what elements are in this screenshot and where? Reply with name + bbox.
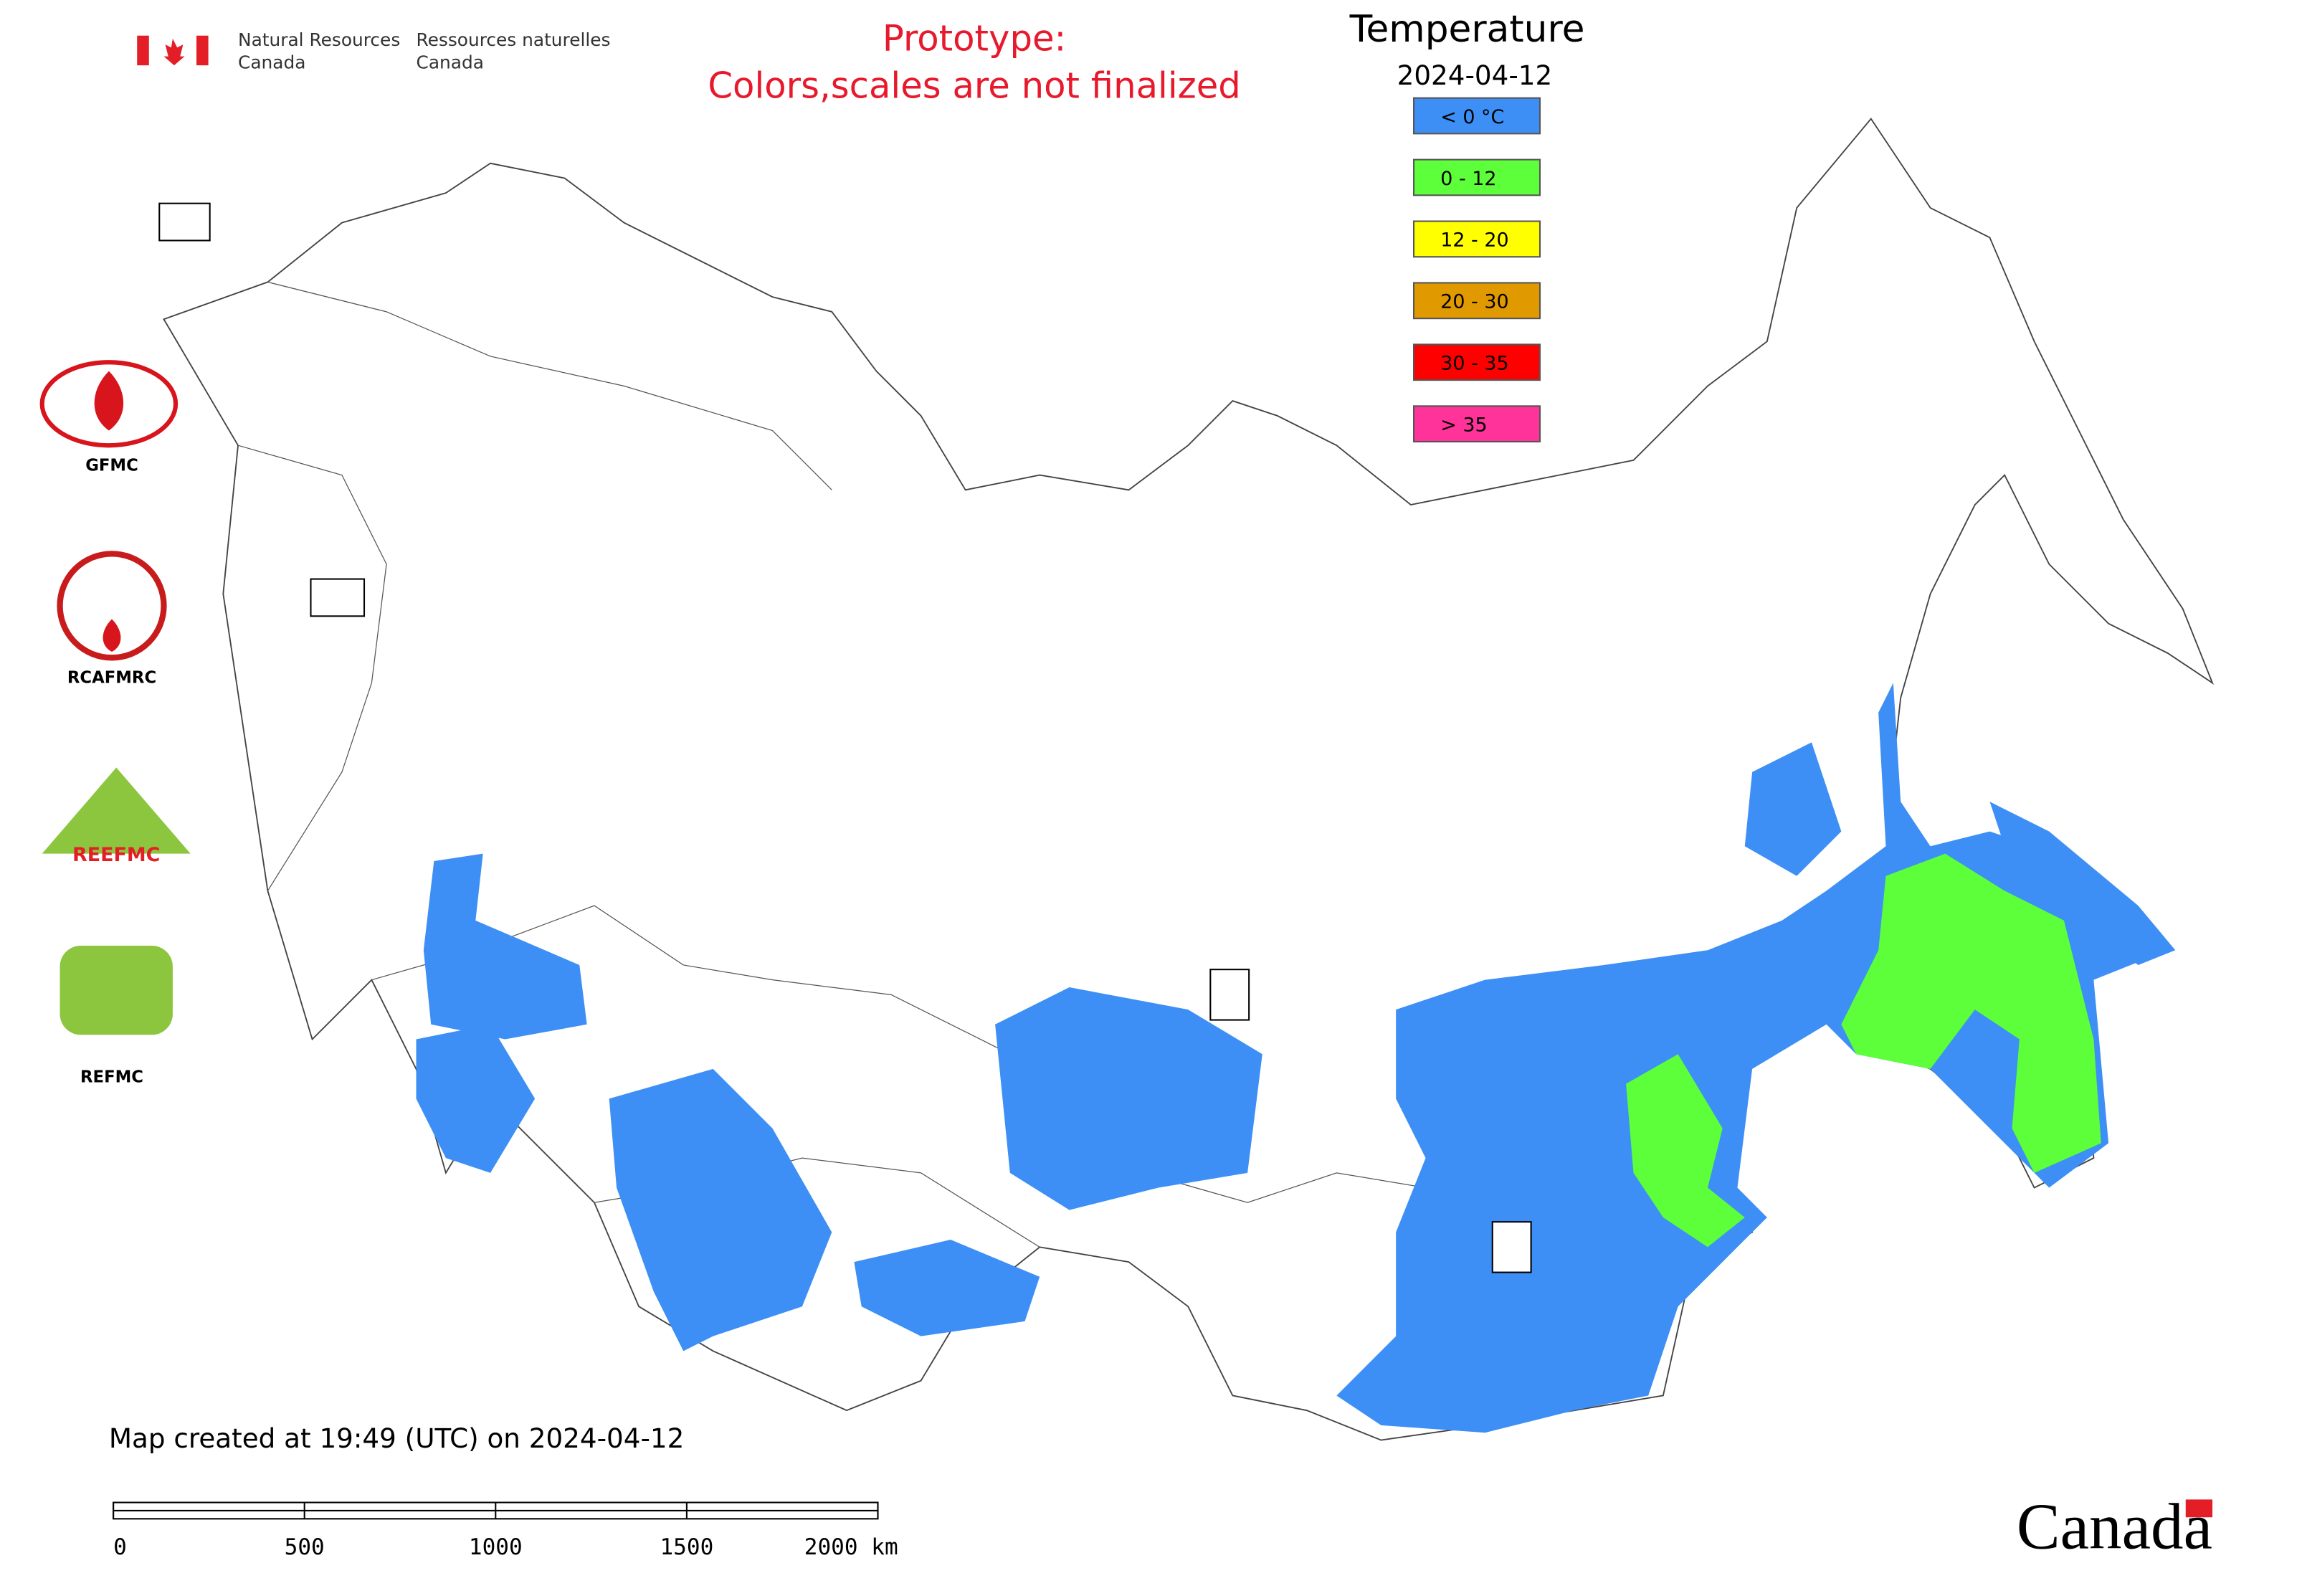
mild-area: [1841, 853, 2101, 1173]
flag-bar: [196, 35, 209, 66]
cold-area: [609, 1068, 832, 1352]
station-icon: [310, 578, 366, 617]
logo-label: GFMC: [85, 456, 138, 475]
logo-label: RCAFMRC: [67, 669, 156, 688]
legend-swatch: [1412, 158, 1541, 196]
legend-swatch: [1412, 282, 1541, 320]
notice: Prototype:: [883, 17, 1066, 59]
legend-label: > 35: [1440, 414, 1487, 437]
legend-label: 30 - 35: [1440, 353, 1508, 375]
legend-title: Temperature: [1349, 8, 1585, 51]
logo-label: REEFMC: [72, 844, 160, 866]
country-outline: [163, 118, 2215, 1441]
notice: Colors,scales are not finalized: [708, 65, 1240, 107]
logo-label: REFMC: [80, 1068, 143, 1087]
border: [267, 281, 832, 490]
legend-swatch: [1412, 405, 1541, 443]
agency-fr: Ressources naturelles: [417, 29, 611, 50]
station-icon: [158, 202, 211, 242]
canada-wordmark: Canada: [2017, 1491, 2212, 1563]
mild-field: [1626, 853, 2101, 1248]
legend-label: 12 - 20: [1440, 229, 1508, 252]
scale-label: 0: [113, 1534, 127, 1560]
agency-fr: Canada: [417, 52, 484, 72]
station-icon: [1209, 969, 1250, 1021]
mild-area: [1626, 1054, 1745, 1248]
agency-en: Canada: [238, 52, 305, 72]
wordmark-flag: [2185, 1499, 2213, 1518]
scale-label: 500: [285, 1534, 325, 1560]
logo-reefmc: [42, 767, 191, 854]
scale-label: 2000 km: [804, 1534, 898, 1560]
cold-area: [416, 1024, 536, 1173]
flag-bar: [137, 35, 149, 66]
logo-rcafmrc: [57, 551, 167, 661]
logo-flame: [103, 619, 121, 652]
maple-leaf: [163, 38, 185, 66]
cold-area: [854, 1240, 1040, 1336]
station-icon: [1491, 1221, 1532, 1273]
logo-gfmc: [39, 360, 179, 448]
cold-area: [1744, 742, 1842, 876]
scale-bar: 0 500 1000 1500 2000 km: [113, 1501, 898, 1560]
legend-label: 20 - 30: [1440, 291, 1508, 313]
cold-area: [423, 853, 587, 1040]
agency-en: Natural Resources: [238, 29, 400, 50]
agency-signature: Natural Resources Canada Ressources natu…: [137, 29, 611, 72]
legend-label: < 0 °C: [1440, 106, 1504, 128]
border: [237, 445, 387, 891]
cold-area: [995, 987, 1262, 1210]
logo-refmc: [60, 946, 173, 1035]
cold-area: [1989, 802, 2176, 965]
logo-flame: [94, 371, 124, 431]
scale-label: 1000: [469, 1534, 523, 1560]
legend: < 0 °C 0 - 12 12 - 20 20 - 30 30 - 35 > 35: [1412, 97, 1541, 443]
legend-label: 0 - 12: [1440, 168, 1496, 190]
legend-swatch: [1412, 343, 1541, 381]
scale-label: 1500: [660, 1534, 713, 1560]
legend-swatch: [1412, 97, 1541, 135]
map-timestamp: Map created at 19:49 (UTC) on 2024-04-12: [109, 1422, 684, 1454]
legend-date: 2024-04-12: [1397, 60, 1553, 91]
legend-swatch: [1412, 220, 1541, 258]
